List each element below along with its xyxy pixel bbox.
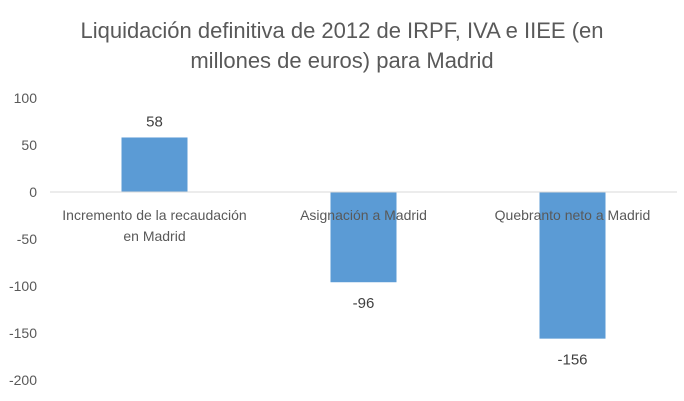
chart-title-line-1: Liquidación definitiva de 2012 de IRPF, … xyxy=(80,18,603,43)
data-labels: 58 -96 -156 xyxy=(146,113,587,368)
data-label: -156 xyxy=(557,352,587,369)
data-label: -96 xyxy=(353,295,375,312)
category-label: Incremento de la recaudación xyxy=(62,207,246,223)
data-label: 58 xyxy=(146,113,163,130)
bar-series xyxy=(121,137,606,339)
category-label: Asignación a Madrid xyxy=(300,207,427,223)
x-axis: Incremento de la recaudación en Madrid Asi… xyxy=(62,207,650,244)
y-tick-label: 0 xyxy=(29,184,37,200)
bar xyxy=(539,192,606,339)
category-label: Quebranto neto a Madrid xyxy=(495,207,651,223)
y-tick-label: 100 xyxy=(14,90,38,106)
bar xyxy=(330,192,397,283)
chart-title: Liquidación definitiva de 2012 de IRPF, … xyxy=(80,18,603,73)
chart-title-line-2: millones de euros) para Madrid xyxy=(190,48,493,73)
bar xyxy=(121,137,188,192)
y-axis: 100 50 0 -50 -100 -150 -200 xyxy=(9,90,37,388)
y-tick-label: 50 xyxy=(21,137,37,153)
category-label: en Madrid xyxy=(123,228,185,244)
y-tick-label: -50 xyxy=(17,231,37,247)
y-tick-label: -200 xyxy=(9,372,37,388)
y-tick-label: -150 xyxy=(9,325,37,341)
y-tick-label: -100 xyxy=(9,278,37,294)
